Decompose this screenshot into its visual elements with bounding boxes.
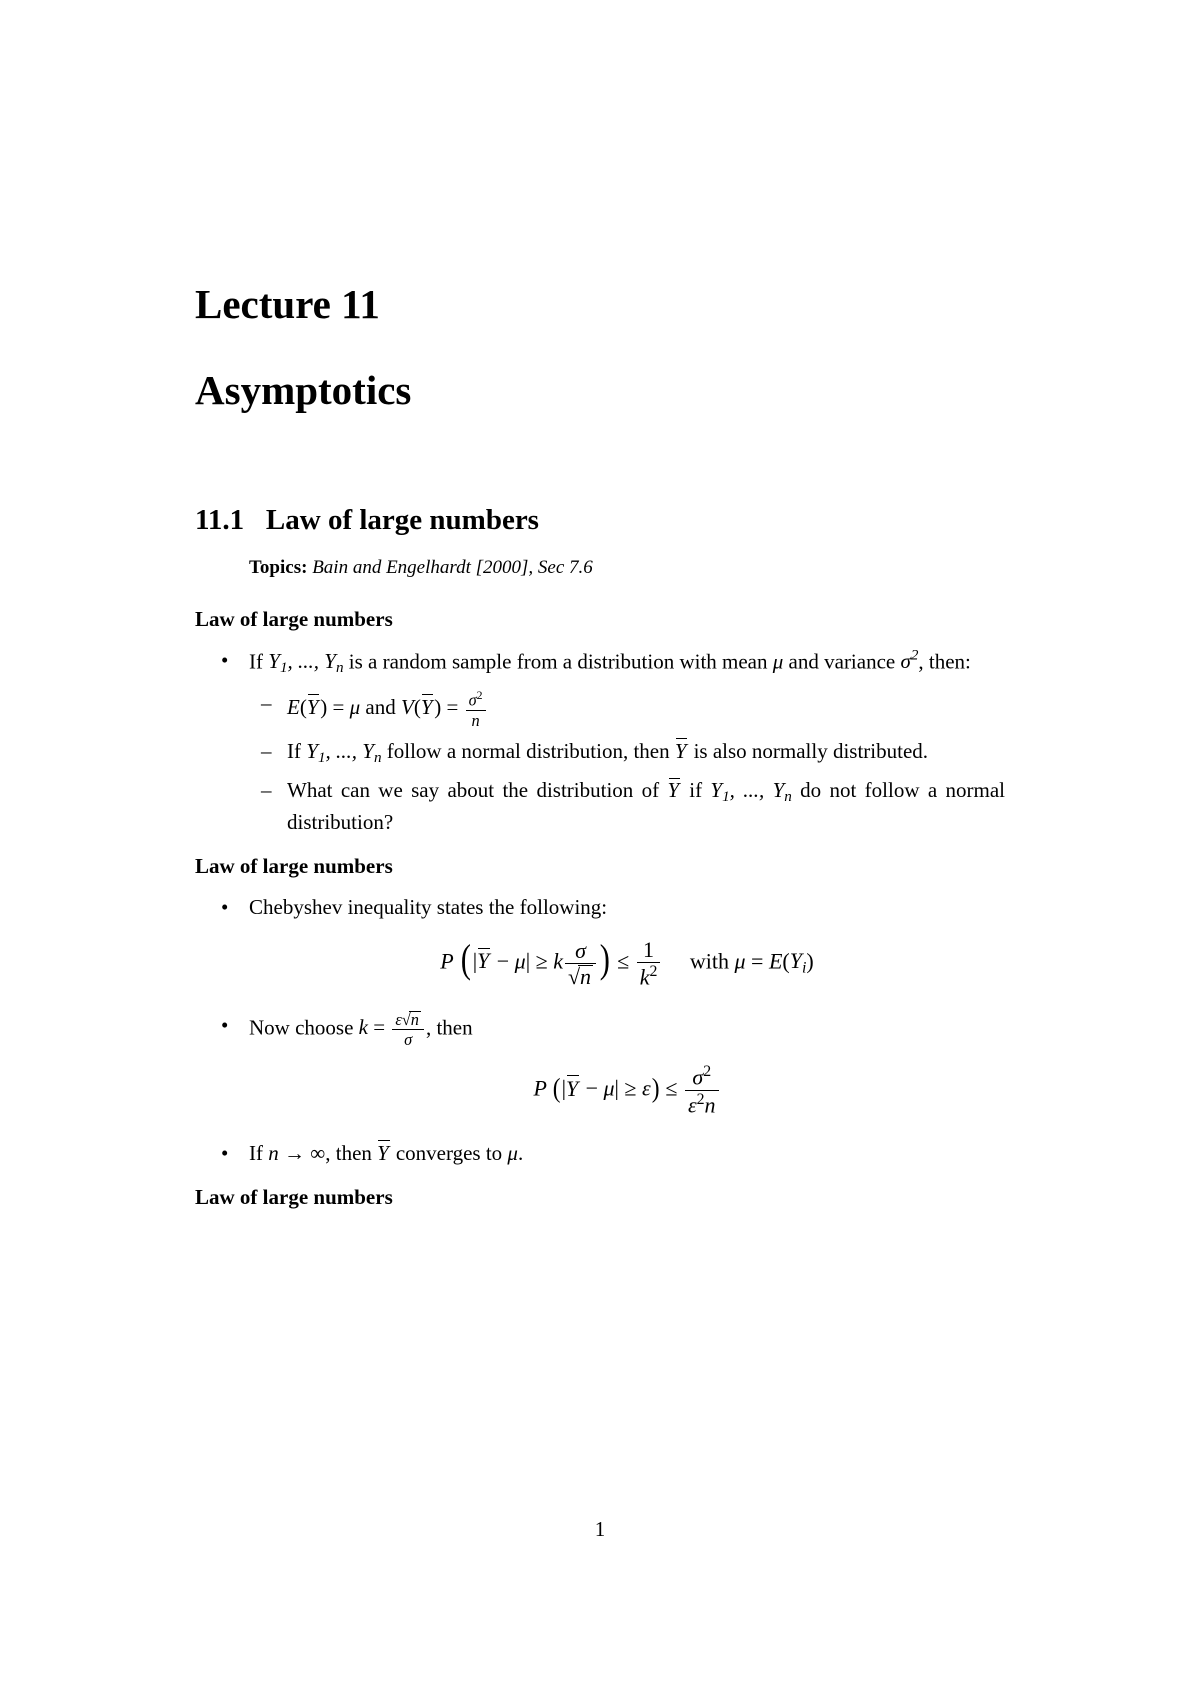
text: is also normally distributed. [688, 739, 928, 763]
bullet-4: If n → ∞, then Y converges to μ. [249, 1139, 1005, 1167]
math-ybar: Y [675, 737, 688, 765]
bullet-list-1: If Y1, ..., Yn is a random sample from a… [195, 646, 1005, 836]
math-y1yn: Y1, ..., Yn [306, 739, 381, 763]
text: Chebyshev inequality states the followin… [249, 895, 607, 919]
text: is a random sample from a distribution w… [344, 649, 773, 673]
math-ybar: Y [667, 776, 680, 804]
text: , then: [918, 649, 971, 673]
bullet-1: If Y1, ..., Yn is a random sample from a… [249, 646, 1005, 836]
text: , then [426, 1015, 473, 1039]
text: . [518, 1141, 523, 1165]
sublist-1: E(Y ) = μ and V(Y ) = σ2n If Y1, ..., Yn… [249, 689, 1005, 836]
math-eybar: E(Y ) = μ [287, 695, 360, 719]
chapter-title: Asymptotics [195, 366, 1005, 414]
math-mu: μ [773, 649, 784, 673]
section-title: 11.1 Law of large numbers [195, 504, 1005, 537]
bullet-list-2: Chebyshev inequality states the followin… [195, 893, 1005, 1167]
page: Lecture 11 Asymptotics 11.1 Law of large… [0, 0, 1200, 1210]
chapter-label: Lecture 11 [195, 280, 1005, 328]
subheading-lln-3: Law of large numbers [195, 1185, 1005, 1210]
text: If [249, 1141, 268, 1165]
text: and variance [783, 649, 900, 673]
subheading-lln-1: Law of large numbers [195, 607, 1005, 632]
text: If [249, 649, 268, 673]
equation-chebyshev-2: P (|Y − μ| ≥ ε) ≤ σ2ε2n [249, 1064, 1005, 1117]
sub-bullet-1a: E(Y ) = μ and V(Y ) = σ2n [287, 689, 1005, 729]
section-number: 11.1 [195, 504, 244, 536]
math-y1yn: Y1, ..., Yn [710, 778, 791, 802]
text: Now choose [249, 1015, 359, 1039]
text: converges to [391, 1141, 508, 1165]
math-vybar: V(Y ) = σ2n [401, 695, 488, 719]
text: if [681, 778, 711, 802]
bullet-2: Chebyshev inequality states the followin… [249, 893, 1005, 988]
math-mu: μ [507, 1141, 518, 1165]
page-number: 1 [0, 1517, 1200, 1542]
text: and [360, 695, 401, 719]
math-keq: k = ε√nσ [359, 1015, 426, 1039]
text: follow a normal distribution, then [382, 739, 675, 763]
math-sigma2: σ2 [900, 649, 918, 673]
topics-line: Topics: Bain and Engelhardt [2000], Sec … [249, 557, 1005, 579]
math-y1yn: Y1, ..., Yn [268, 649, 343, 673]
topics-text: Bain and Engelhardt [2000], Sec 7.6 [312, 557, 593, 578]
text: with [684, 948, 734, 973]
bullet-3: Now choose k = ε√nσ, then P (|Y − μ| ≥ ε… [249, 1011, 1005, 1117]
equation-chebyshev: P (|Y − μ| ≥ kσ√n) ≤ 1k2 with μ = E(Yi) [249, 938, 1005, 989]
text: What can we say about the distribution o… [287, 778, 667, 802]
math-ntoinf: n → ∞ [268, 1141, 325, 1165]
section-name: Law of large numbers [266, 504, 539, 536]
text: If [287, 739, 306, 763]
subheading-lln-2: Law of large numbers [195, 854, 1005, 879]
math-ybar: Y [377, 1139, 390, 1167]
text: , then [325, 1141, 377, 1165]
sub-bullet-1c: What can we say about the distribution o… [287, 776, 1005, 836]
sub-bullet-1b: If Y1, ..., Yn follow a normal distribut… [287, 737, 1005, 769]
topics-label: Topics: [249, 557, 307, 578]
